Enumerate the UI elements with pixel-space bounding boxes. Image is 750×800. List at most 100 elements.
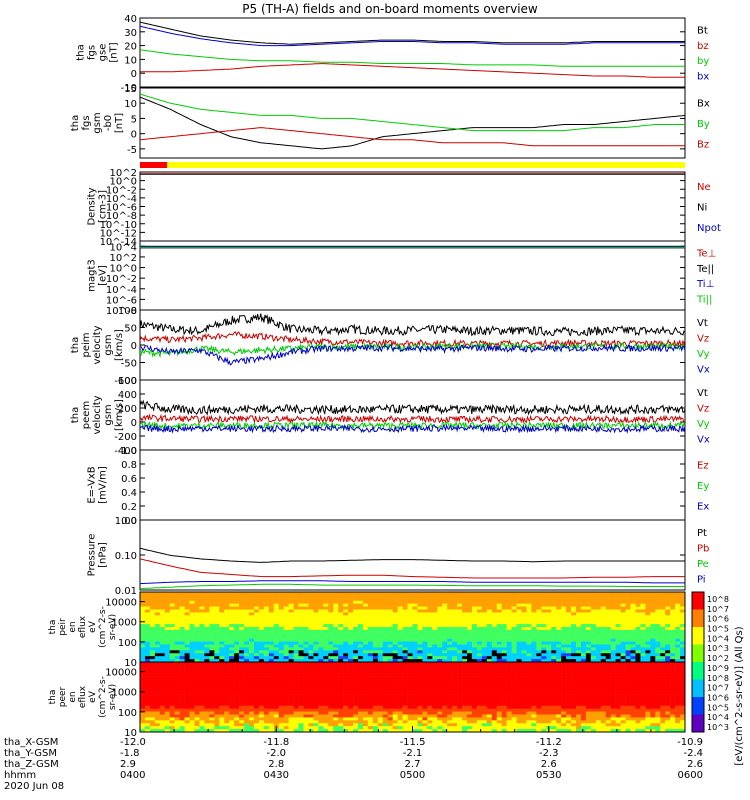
spectrogram-cell [149, 670, 156, 674]
spectrogram-cell [387, 702, 393, 707]
legend-entry: Vy [697, 419, 710, 430]
spectrogram-cell [556, 592, 562, 596]
spectrogram-cell [333, 603, 339, 607]
spectrogram-cell [283, 714, 289, 718]
spectrogram-cell [457, 702, 463, 707]
spectrogram-cell [263, 609, 270, 613]
spectrogram-cell [298, 679, 304, 683]
spectrogram-cell [283, 606, 289, 610]
spectrogram-cell [164, 694, 171, 698]
spectrogram-cell [343, 679, 349, 683]
spectrogram-cell [234, 635, 240, 639]
spectrogram-cell [467, 682, 473, 686]
spectrogram-cell [367, 618, 374, 622]
spectrogram-cell [531, 679, 537, 683]
spectrogram-cell [189, 627, 195, 631]
spectrogram-cell [422, 685, 428, 689]
spectrogram-cell [278, 612, 284, 616]
spectrogram-cell [585, 644, 592, 648]
spectrogram-cell [353, 691, 359, 695]
spectrogram-cell [159, 650, 166, 654]
spectrogram-cell [511, 618, 517, 622]
spectrogram-cell [422, 615, 428, 619]
spectrogram-cell [293, 606, 299, 610]
spectrogram-cell [372, 679, 379, 683]
spectrogram-cell [313, 606, 319, 610]
spectrogram-cell [536, 711, 542, 715]
spectrogram-cell [268, 594, 275, 599]
spectrogram-cell [219, 621, 225, 625]
spectrogram-cell [194, 679, 200, 683]
spectrogram-cell [605, 609, 611, 613]
spectrogram-cell [308, 606, 314, 610]
spectrogram-cell [645, 664, 651, 669]
spectrogram-cell [209, 714, 215, 718]
spectrogram-cell [382, 627, 389, 631]
spectrogram-cell [308, 697, 314, 701]
spectrogram-cell [571, 694, 577, 698]
spectrogram-cell [417, 597, 423, 602]
spectrogram-cell [556, 656, 562, 660]
spectrogram-cell [348, 615, 354, 619]
spectrogram-cell [501, 670, 507, 674]
spectrogram-cell [194, 606, 200, 610]
spectrogram-cell [471, 653, 478, 657]
spectrogram-cell [615, 659, 621, 663]
spectrogram-cell [397, 676, 403, 680]
spectrogram-cell [605, 670, 611, 674]
spectrogram-cell [585, 629, 592, 634]
spectrogram-cell [407, 659, 413, 663]
spectrogram-cell [318, 659, 324, 663]
spectrogram-cell [467, 670, 473, 674]
spectrogram-cell [273, 656, 280, 660]
spectrogram-cell [149, 627, 156, 631]
spectrogram-cell [551, 635, 557, 639]
spectrogram-cell [372, 702, 379, 707]
spectrogram-cell [209, 594, 215, 599]
spectrogram-cell [159, 609, 166, 613]
spectrogram-cell [343, 688, 349, 692]
spectrogram-cell [179, 592, 185, 596]
spectrogram-cell [412, 638, 418, 642]
spectrogram-cell [402, 676, 408, 680]
spectrogram-cell [164, 705, 171, 709]
spectrogram-cell [209, 606, 215, 610]
spectrogram-cell [313, 697, 319, 701]
spectrogram-cell [526, 627, 532, 631]
spectrogram-cell [486, 621, 493, 625]
spectrogram-cell [353, 708, 359, 712]
spectrogram-cell [293, 676, 299, 680]
spectrogram-cell [521, 699, 527, 704]
spectrogram-cell [298, 708, 304, 712]
spectrogram-cell [362, 638, 369, 642]
spectrogram-cell [531, 699, 537, 704]
spectrogram-cell [491, 632, 498, 637]
spectrogram-cell [219, 702, 225, 707]
spectrogram-cell [462, 612, 468, 616]
spectrogram-cell [179, 641, 185, 645]
spectrogram-cell [531, 638, 537, 642]
spectrogram-cell [372, 609, 379, 613]
spectrogram-cell [149, 705, 156, 709]
spectrogram-cell [313, 609, 319, 613]
spectrogram-cell [462, 618, 468, 622]
spectrogram-cell [219, 606, 225, 610]
spectrogram-cell [362, 656, 369, 660]
spectrogram-cell [392, 627, 398, 631]
spectrogram-cell [536, 699, 542, 704]
spectrogram-cell [516, 685, 522, 689]
spectrogram-cell [382, 656, 389, 660]
spectrogram-cell [169, 629, 175, 634]
spectrogram-cell [154, 667, 161, 672]
spectrogram-cell [506, 644, 512, 648]
spectrogram-cell [422, 714, 428, 718]
spectrogram-cell [229, 635, 235, 639]
spectrogram-cell [407, 699, 413, 704]
spectrogram-cell [194, 600, 200, 604]
spectrogram-cell [471, 714, 478, 718]
spectrogram-cell [140, 653, 146, 657]
spectrogram-cell [392, 691, 398, 695]
spectrogram-cell [367, 685, 374, 689]
spectrogram-cell [362, 624, 369, 628]
spectrogram-cell [278, 606, 284, 610]
